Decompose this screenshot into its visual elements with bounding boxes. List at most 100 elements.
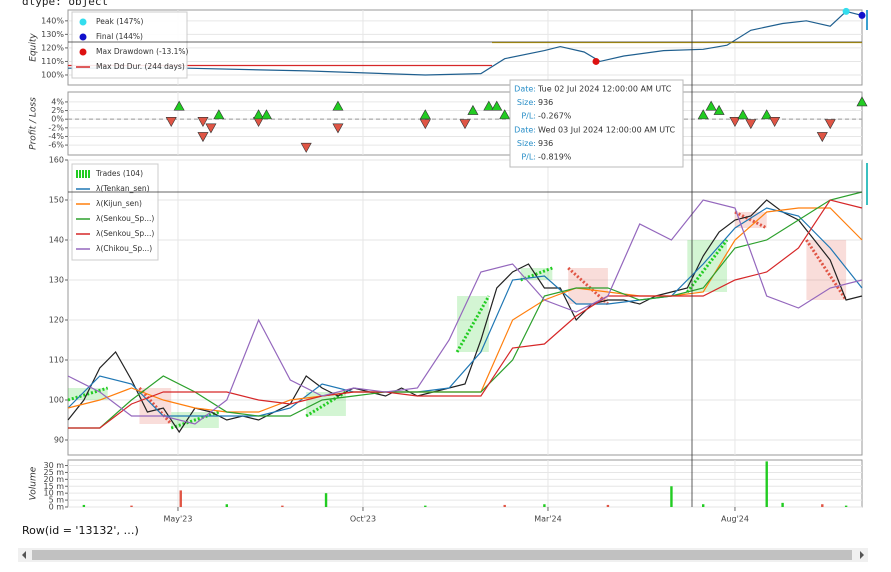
volume-bar bbox=[821, 504, 824, 507]
volume-bar bbox=[543, 504, 546, 507]
trade-marker bbox=[824, 119, 836, 130]
y-tick-label: 5 m bbox=[49, 496, 65, 505]
indicator-line bbox=[67, 199, 863, 425]
y-tick-label: 30 m bbox=[43, 461, 64, 470]
tooltip-value: 936 bbox=[538, 98, 553, 107]
toolbar-edge bbox=[866, 163, 868, 205]
equity-marker bbox=[858, 11, 866, 19]
volume-bar bbox=[424, 505, 427, 507]
scrollbar-thumb[interactable] bbox=[32, 550, 852, 560]
trade-line bbox=[455, 295, 491, 353]
scroll-left[interactable] bbox=[22, 551, 26, 559]
y-tick-label: -2% bbox=[48, 123, 64, 132]
y-tick-label: 2% bbox=[51, 106, 64, 115]
tooltip-label: P/L: bbox=[521, 112, 536, 121]
trade-line bbox=[67, 386, 109, 402]
x-tick-label: Oct'23 bbox=[350, 515, 376, 524]
indicator-line bbox=[68, 199, 863, 429]
trade-marker bbox=[816, 132, 828, 143]
trade-marker bbox=[737, 109, 749, 120]
trade-marker bbox=[769, 117, 781, 127]
price-line bbox=[67, 199, 863, 434]
trade-marker bbox=[213, 109, 225, 120]
tooltip-label: Date: bbox=[514, 126, 536, 135]
y-tick-label: 20 m bbox=[43, 475, 64, 484]
legend-swatch bbox=[79, 48, 87, 56]
trade-marker bbox=[419, 109, 431, 120]
trade-marker bbox=[205, 123, 217, 134]
legend bbox=[71, 11, 188, 79]
tooltip-value: -0.267% bbox=[538, 112, 572, 121]
legend-label: λ(Chikou_Sp...) bbox=[96, 244, 152, 253]
trade-marker bbox=[300, 142, 312, 153]
legend-label: Final (144%) bbox=[96, 32, 143, 41]
tooltip-value: Wed 03 Jul 2024 12:00:00 AM UTC bbox=[538, 126, 675, 135]
trade-line bbox=[138, 387, 173, 425]
trade-marker bbox=[165, 117, 177, 127]
legend-swatch bbox=[79, 33, 87, 41]
trade-marker bbox=[197, 117, 209, 127]
tooltip bbox=[509, 79, 684, 168]
y-tick-label: 140 bbox=[49, 236, 64, 245]
y-tick-label: 15 m bbox=[43, 482, 64, 491]
trade-line bbox=[567, 266, 609, 306]
volume-bar bbox=[844, 505, 848, 507]
trade-marker bbox=[697, 109, 709, 120]
trade-marker bbox=[173, 100, 185, 111]
y-tick-label: 160 bbox=[49, 156, 64, 165]
legend bbox=[71, 163, 159, 261]
volume-bar bbox=[781, 502, 784, 507]
y-tick-label: -4% bbox=[48, 132, 64, 141]
trade-marker bbox=[745, 119, 757, 130]
trade-marker bbox=[332, 123, 344, 134]
y-tick-label: 10 m bbox=[43, 489, 64, 498]
equity-marker bbox=[592, 57, 600, 65]
trade-marker bbox=[459, 119, 471, 130]
trade-line bbox=[170, 410, 220, 430]
volume-bar bbox=[765, 461, 768, 507]
x-tick-label: May'23 bbox=[164, 515, 193, 524]
legend-label: λ(Kijun_sen) bbox=[96, 199, 142, 208]
tooltip-value: 936 bbox=[538, 139, 553, 148]
plot-frame bbox=[67, 459, 863, 508]
legend-label: Max Drawdown (-13.1%) bbox=[96, 47, 189, 56]
y-axis-label: Profit / Loss bbox=[29, 97, 39, 150]
toolbar-edge bbox=[866, 10, 868, 30]
y-tick-label: 120% bbox=[41, 43, 64, 52]
volume-bar bbox=[670, 486, 673, 507]
plot-frame bbox=[67, 159, 863, 456]
tooltip-label: Size: bbox=[517, 98, 536, 107]
y-axis-label: Volume bbox=[29, 466, 39, 500]
trade-marker bbox=[197, 132, 209, 143]
trade-marker bbox=[467, 104, 479, 115]
legend-label: λ(Senkou_Sp...) bbox=[96, 229, 154, 238]
trade-marker bbox=[761, 109, 773, 120]
volume-bar bbox=[281, 505, 284, 507]
y-tick-label: 130% bbox=[41, 30, 64, 39]
volume-bar bbox=[82, 504, 86, 507]
legend-swatch bbox=[79, 18, 87, 26]
header-text: dtype: object bbox=[22, 0, 108, 8]
trade-line bbox=[686, 239, 729, 293]
tooltip-label: P/L: bbox=[521, 153, 536, 162]
equity-marker bbox=[842, 7, 850, 15]
y-tick-label: 110% bbox=[41, 57, 64, 66]
trade-marker bbox=[483, 100, 495, 111]
trade-marker bbox=[332, 100, 344, 111]
trade-marker bbox=[729, 117, 741, 127]
scroll-right[interactable] bbox=[860, 551, 864, 559]
volume-bar bbox=[130, 505, 133, 507]
legend-label: λ(Tenkan_sen) bbox=[96, 184, 150, 193]
y-tick-label: 90 bbox=[54, 436, 64, 445]
trade-marker bbox=[713, 104, 725, 115]
indicator-line bbox=[67, 207, 863, 417]
y-tick-label: -6% bbox=[48, 141, 64, 150]
trade-marker bbox=[856, 96, 868, 107]
trade-marker bbox=[419, 119, 431, 130]
legend-label: Max Dd Dur. (244 days) bbox=[96, 62, 185, 71]
volume-bar bbox=[225, 504, 228, 507]
y-tick-label: 0 m bbox=[49, 503, 65, 512]
legend-label: λ(Senkou_Sp...) bbox=[96, 214, 154, 223]
y-tick-label: 100 bbox=[49, 396, 64, 405]
trade-marker bbox=[260, 109, 273, 120]
